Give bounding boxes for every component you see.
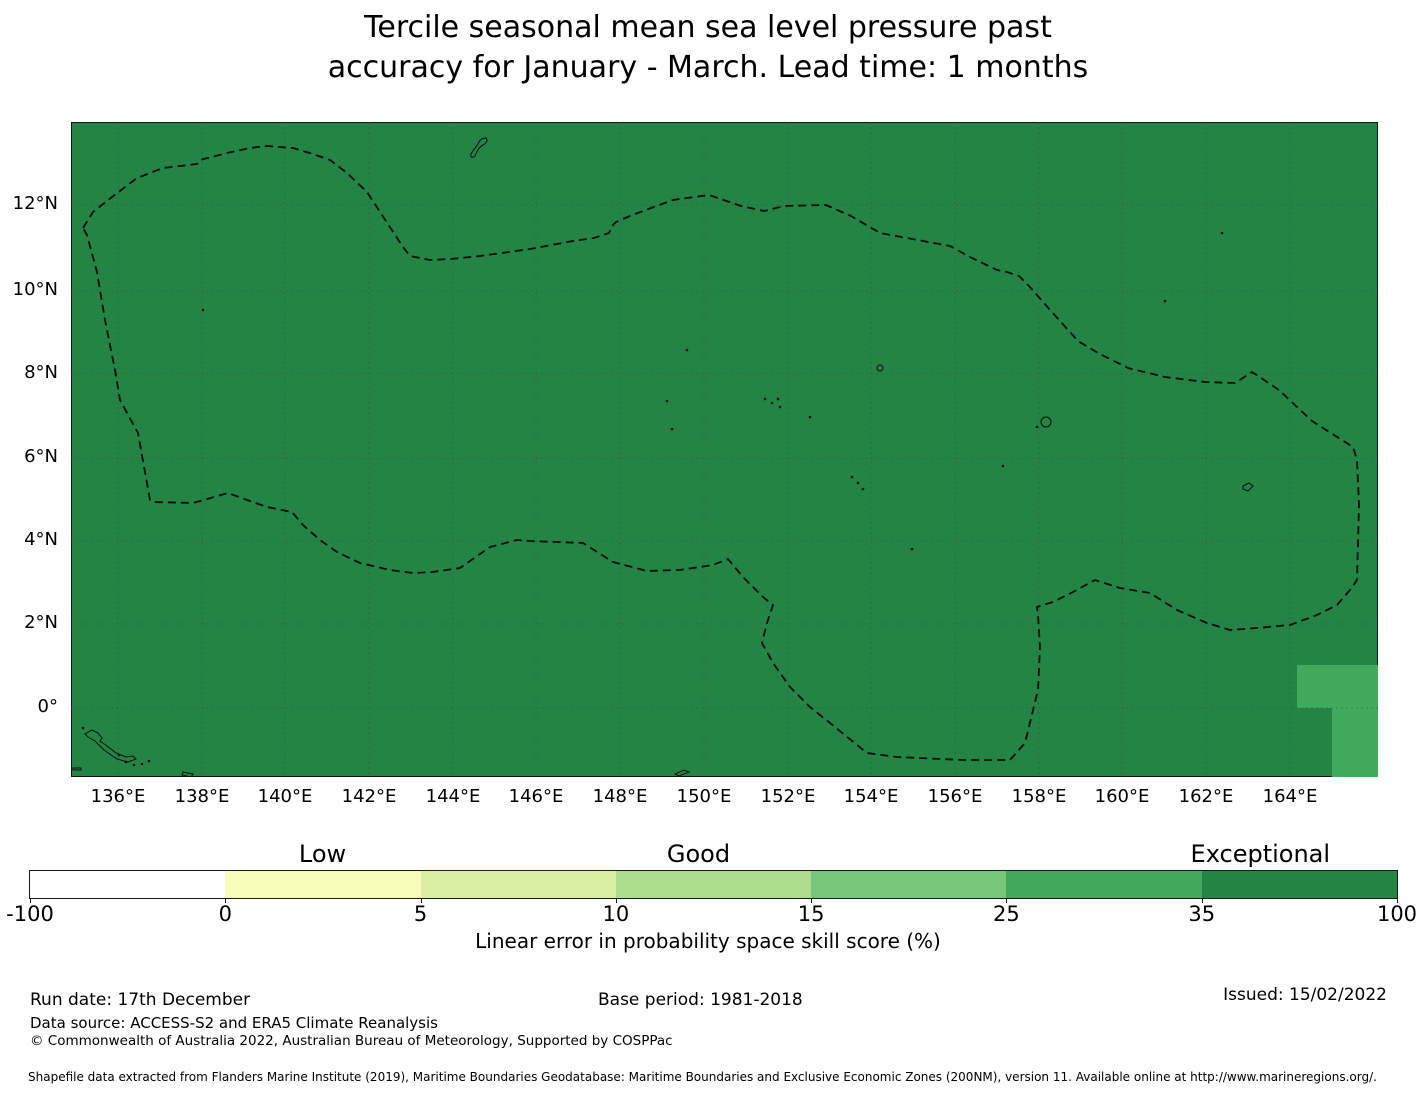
run-date-text: Run date: 17th December <box>30 990 251 1010</box>
x-tick-label: 136°E <box>90 786 146 807</box>
island-atoll-outline <box>1040 416 1052 428</box>
island-dot <box>1163 299 1167 303</box>
island-dot <box>670 427 674 431</box>
colorbar-segment <box>30 871 226 898</box>
colorbar-tick-label: 5 <box>413 902 428 926</box>
colorbar-category-label: Good <box>666 840 731 868</box>
colorbar-tick-mark <box>1006 898 1008 903</box>
colorbar-tick-label: 25 <box>993 902 1020 926</box>
highlight-cell <box>1297 665 1378 708</box>
island-dot <box>856 481 860 485</box>
colorbar-category-label: Exceptional <box>1190 840 1331 868</box>
colorbar-tick-mark <box>30 898 31 903</box>
island-dot <box>685 348 689 352</box>
island-dot <box>1035 425 1039 429</box>
colorbar-segment <box>420 871 616 898</box>
highlight-cell <box>1332 708 1378 777</box>
colorbar-axis-label: Linear error in probability space skill … <box>475 929 941 953</box>
island-outline <box>470 137 488 158</box>
x-tick-label: 142°E <box>341 786 397 807</box>
island-dot <box>1220 231 1224 235</box>
island-dot <box>910 547 914 551</box>
colorbar-bar <box>30 871 1397 898</box>
map-plot-area <box>71 122 1378 778</box>
colorbar-segment <box>1201 871 1397 898</box>
y-tick-label: 8°N <box>24 362 58 383</box>
island-dot <box>81 726 85 730</box>
island-dot <box>140 762 144 766</box>
x-tick-label: 140°E <box>257 786 313 807</box>
island-dot <box>808 415 812 419</box>
colorbar-tick-mark <box>811 898 813 903</box>
island-dot <box>850 475 854 479</box>
issued-date-text: Issued: 15/02/2022 <box>1223 985 1387 1005</box>
colorbar-tick-label: 0 <box>218 902 232 926</box>
island-outline <box>72 767 82 771</box>
base-period-text: Base period: 1981-2018 <box>598 990 803 1010</box>
chart-title-line1: Tercile seasonal mean sea level pressure… <box>364 10 1052 45</box>
x-tick-label: 138°E <box>174 786 230 807</box>
colorbar-tick-mark <box>420 898 422 903</box>
x-tick-label: 152°E <box>760 786 816 807</box>
island-outline <box>181 771 194 778</box>
y-tick-label: 10°N <box>12 279 58 300</box>
colorbar-tick-label: 15 <box>797 902 825 926</box>
island-dot <box>132 763 136 767</box>
colorbar-segment <box>1006 871 1202 898</box>
x-tick-label: 144°E <box>425 786 481 807</box>
island-dot <box>763 397 767 401</box>
colorbar-tick-label: -100 <box>6 902 54 926</box>
colorbar-tick-mark <box>225 898 227 903</box>
island-atoll-outline <box>876 364 884 372</box>
colorbar-tick-mark <box>1201 898 1203 903</box>
y-tick-label: 2°N <box>24 612 58 633</box>
chart-title: Tercile seasonal mean sea level pressure… <box>0 8 1416 88</box>
island-dot <box>776 397 780 401</box>
x-tick-label: 156°E <box>927 786 983 807</box>
x-tick-label: 154°E <box>843 786 899 807</box>
island-dot <box>201 308 205 312</box>
colorbar-tick-label: 100 <box>1376 902 1416 926</box>
eez-boundary-line <box>82 145 1360 761</box>
colorbar-tick-label: 35 <box>1188 902 1216 926</box>
island-dot <box>778 405 782 409</box>
chart-title-line2: accuracy for January - March. Lead time:… <box>327 50 1089 85</box>
colorbar-segment <box>615 871 812 898</box>
y-tick-label: 0° <box>37 696 58 717</box>
data-source-text: Data source: ACCESS-S2 and ERA5 Climate … <box>30 1014 438 1032</box>
x-axis-tick-labels: 136°E 138°E 140°E 142°E 144°E 146°E 148°E 150°E… <box>0 786 1416 810</box>
colorbar-category-label: Low <box>298 840 347 868</box>
colorbar: -100 0 5 10 15 25 35 100 Low Good Exceptional <box>6 840 1416 926</box>
x-tick-label: 148°E <box>592 786 648 807</box>
island-dot <box>147 759 151 763</box>
x-tick-label: 164°E <box>1262 786 1318 807</box>
y-tick-label: 12°N <box>12 193 58 214</box>
x-tick-label: 158°E <box>1011 786 1067 807</box>
island-dot <box>1001 464 1005 468</box>
y-tick-label: 6°N <box>24 446 58 467</box>
x-tick-label: 150°E <box>676 786 732 807</box>
island-dot <box>861 487 865 491</box>
x-tick-label: 160°E <box>1094 786 1150 807</box>
x-tick-label: 162°E <box>1178 786 1234 807</box>
island-outline <box>673 769 691 777</box>
colorbar-segment <box>811 871 1007 898</box>
island-dot <box>770 401 774 405</box>
colorbar-tick-mark <box>1397 898 1398 903</box>
colorbar-tick-label: 10 <box>602 902 630 926</box>
y-tick-label: 4°N <box>24 529 58 550</box>
map-canvas <box>71 122 1378 778</box>
island-outline <box>1242 482 1254 492</box>
island-dot <box>665 399 669 403</box>
copyright-text: © Commonwealth of Australia 2022, Austra… <box>30 1033 673 1049</box>
island-outline <box>84 729 137 763</box>
x-tick-label: 146°E <box>508 786 564 807</box>
shapefile-attribution-text: Shapefile data extracted from Flanders M… <box>28 1070 1377 1084</box>
colorbar-segment <box>225 871 421 898</box>
colorbar-tick-mark <box>615 898 617 903</box>
